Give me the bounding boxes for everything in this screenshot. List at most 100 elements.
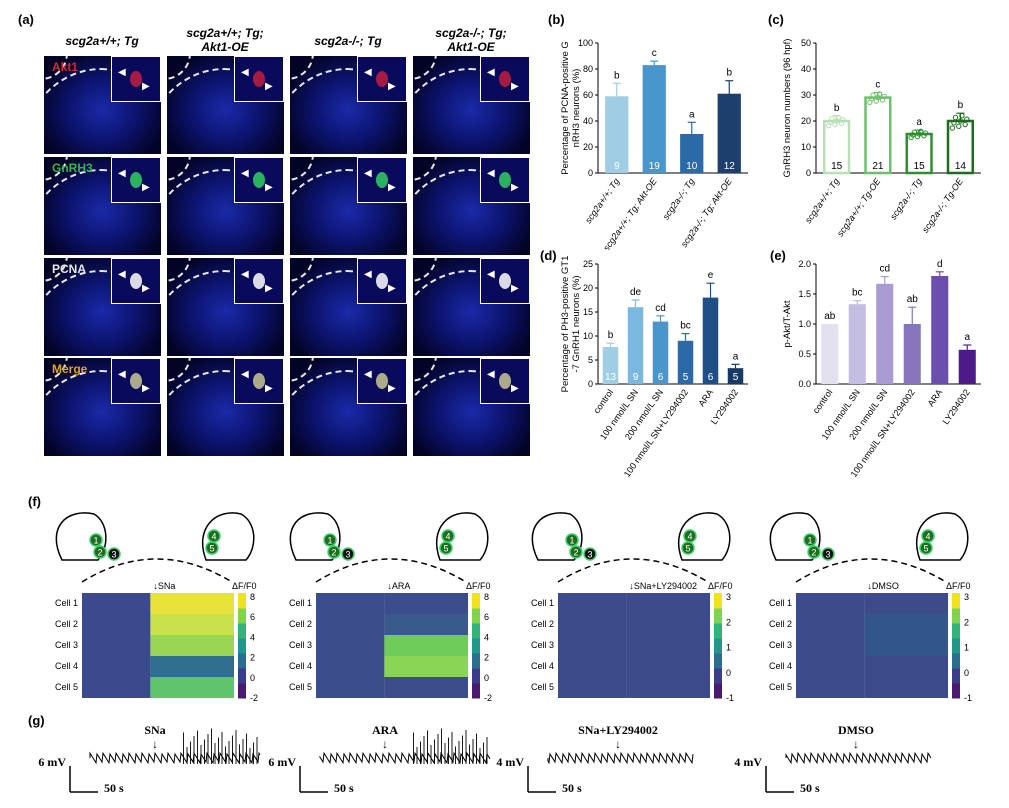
time-scale-label: 50 s [800,781,820,795]
heatmap-cell-baseline [316,614,385,635]
arrowhead-icon: ◀ [118,67,126,78]
significance-letter: c [875,79,880,90]
arrowhead-icon: ◀ [241,168,249,179]
cell-signal [376,172,388,188]
zoom-inset: ◀ ▶ [111,157,161,203]
cell-signal [130,373,142,389]
category-label: LY294002 [941,387,972,426]
neuron-marker [89,533,103,547]
data-point [957,118,964,124]
significance-letter: bc [680,321,691,332]
arrowhead-icon: ◀ [118,269,126,280]
colorbar-segment [952,668,960,684]
neuron-number: 4 [925,532,930,542]
arrowhead-icon: ◀ [364,369,372,380]
colorbar-tick: 3 [964,592,969,602]
arrowhead-icon: ▶ [388,383,396,394]
neuron-marker [803,533,817,547]
colorbar-tick: 0 [250,673,255,683]
data-point [914,133,921,140]
significance-letter: bc [852,288,863,299]
brain-outline [290,370,407,456]
brain-outline [413,370,530,456]
brain-dashed-outline [557,558,709,583]
neuron-number: 5 [443,544,448,554]
zoom-inset: ◀ ▶ [111,358,161,404]
micrograph-r1-c2: ◀ ▶ [167,56,284,154]
sample-size-label: 12 [724,161,736,172]
arrowhead-icon: ▶ [265,81,273,92]
zoom-inset: ◀ ▶ [480,157,530,203]
colorbar-segment [238,593,246,609]
micrograph-r3-c1: ◀ ▶ PCNA [44,258,161,356]
heatmap-cell-response [626,635,710,656]
neuron-number: 5 [685,544,690,554]
down-arrow-icon: ↓ [382,737,388,751]
zoom-inset: ◀ ▶ [357,358,407,404]
cell-row-label: Cell 1 [769,598,792,608]
sample-size-label: 15 [831,161,843,172]
eye-outline-right [677,512,731,561]
cell-signal [376,71,388,87]
brain-outline [44,68,161,154]
neuron-number: 2 [811,548,816,558]
colorbar-segment [714,653,722,669]
down-arrow-icon: ↓ [152,737,158,751]
y-tick-label: 20 [583,142,593,152]
sample-size-label: 10 [686,161,698,172]
colorbar-segment [472,683,480,699]
colorbar-segment [238,653,246,669]
significance-letter: a [689,109,695,120]
sample-size-label: 13 [605,372,617,383]
sample-size-label: 6 [708,372,714,383]
brain-outline [44,270,161,356]
y-axis-label: Percentage of PH3-positive GT1-7 GnRH1 n… [560,256,582,393]
data-point [840,117,846,123]
micrograph-r4-c3: ◀ ▶ [290,358,407,456]
colorbar-segment [238,608,246,624]
neuron-marker [205,541,219,555]
arrowhead-icon: ◀ [487,67,495,78]
brain-outline [290,270,407,356]
significance-letter: b [726,68,732,79]
micrograph-r3-c2: ◀ ▶ [167,258,284,356]
cell-signal [253,373,265,389]
arrowhead-icon: ▶ [142,283,150,294]
colorbar-tick: -1 [726,693,734,703]
colorbar-tick: 6 [484,612,489,622]
panel-label-a: (a) [18,12,34,27]
panel-label-c: (c) [768,12,784,27]
colorbar-segment [472,623,480,639]
y-tick-label: 10 [583,331,593,341]
category-label: scg2a-/-; Tg [661,176,697,221]
bar [876,283,894,384]
category-label: control [811,387,835,415]
micrograph-r2-c2: ◀ ▶ [167,157,284,255]
zoom-inset: ◀ ▶ [480,358,530,404]
cell-row-label: Cell 5 [769,682,792,692]
neuron-marker [919,541,933,555]
data-point [910,132,916,138]
heatmap-cell-baseline [316,635,385,656]
significance-letter: a [733,351,739,362]
brain-outline [167,68,284,154]
voltage-scale-label: 6 mV [268,755,296,769]
cell-row-label: Cell 3 [769,640,792,650]
colorbar-tick: 8 [250,592,255,602]
cell-signal [253,172,265,188]
panel-label-e: (e) [770,248,786,263]
colorbar-tick: 2 [726,617,731,627]
cell-row-label: Cell 4 [531,661,554,671]
category-label: control [591,387,615,415]
neuron-marker [107,547,121,561]
arrowhead-icon: ▶ [511,283,519,294]
voltage-trace [785,751,932,765]
y-tick-label: 5 [588,355,593,365]
voltage-scale-label: 6 mV [38,755,66,769]
data-point [835,114,841,121]
data-point [908,134,914,141]
down-arrow-icon: ↓ [615,737,621,751]
colorbar-segment [714,683,722,699]
zoom-inset: ◀ ▶ [480,258,530,304]
significance-letter: ab [824,311,836,322]
